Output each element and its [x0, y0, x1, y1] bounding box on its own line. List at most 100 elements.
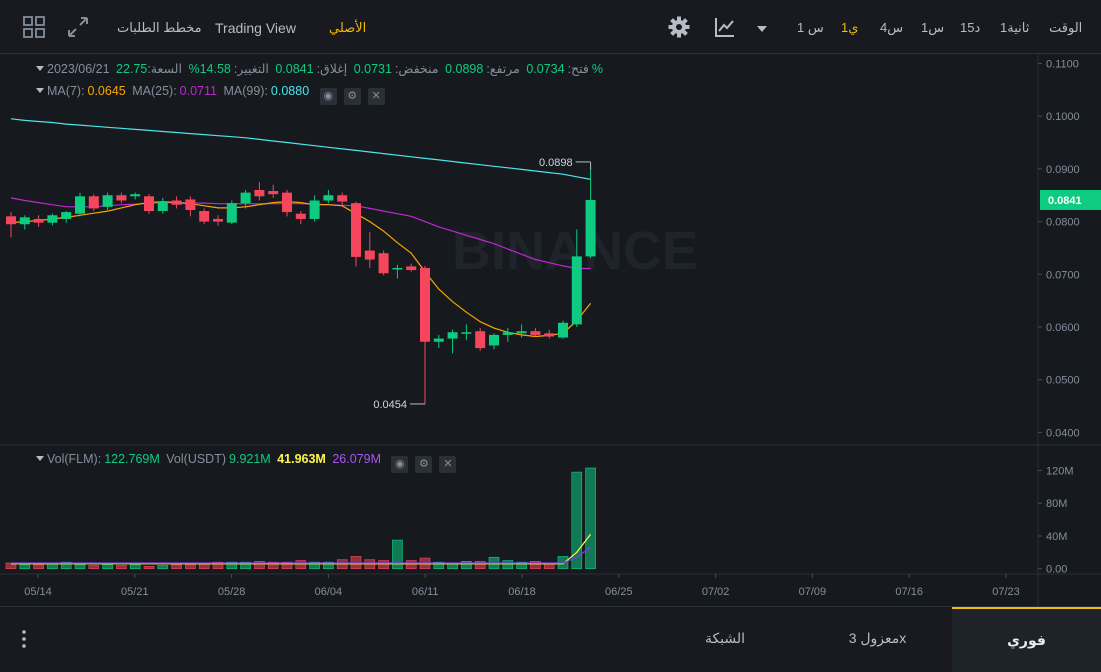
candle-body: [130, 194, 141, 197]
candle-body: [88, 196, 99, 209]
price-tick-label: 0.0800: [1046, 217, 1080, 229]
volume-tick-label: 0.00: [1046, 564, 1067, 576]
volume-info-line: Vol(FLM): 122.769M Vol(USDT) 9.921M 41.963…: [0, 452, 459, 473]
tab-spot[interactable]: فوري: [952, 607, 1101, 672]
candle-body: [282, 192, 292, 213]
vol-usdt-value: 9.921M: [229, 452, 271, 466]
candle-body: [475, 331, 486, 349]
ma7-value: 0.0645: [87, 84, 126, 98]
volume-bar: [74, 564, 86, 570]
interval-1h[interactable]: 1 س: [797, 20, 824, 35]
vol-eye-icon[interactable]: ◉: [391, 456, 409, 473]
candle-body: [185, 199, 196, 210]
price-tick-label: 0.0900: [1046, 164, 1080, 176]
candle-body: [461, 332, 472, 334]
interval-1d[interactable]: 1ي: [841, 20, 859, 35]
view-tradingview[interactable]: Trading View: [215, 20, 296, 36]
volume-bar: [543, 563, 555, 570]
volume-bar: [198, 563, 210, 570]
low-annotation-label: 0.0454: [373, 399, 407, 411]
eye-icon[interactable]: ◉: [319, 88, 337, 105]
volume-bar: [129, 564, 141, 570]
ma25-value: 0.0711: [179, 84, 217, 98]
indicators-icon[interactable]: [713, 15, 737, 39]
more-options-icon[interactable]: [20, 627, 28, 651]
candle-body: [213, 218, 223, 222]
candle-body: [392, 267, 403, 270]
volume-bar: [254, 561, 265, 570]
candle-body: [323, 195, 334, 201]
grid-layout-icon[interactable]: [22, 15, 46, 39]
tab-isolated-margin[interactable]: معزول 3x: [848, 630, 907, 646]
price-chart[interactable]: BINANCE0.04000.05000.06000.07000.08000.0…: [0, 54, 1101, 606]
volume-tick-label: 40M: [1046, 531, 1067, 543]
volume-bar: [585, 467, 596, 570]
bottom-tab-bar: الشبكة معزول 3x فوري: [0, 606, 1101, 672]
chart-type-dropdown-icon[interactable]: [756, 22, 768, 34]
change-label: التغيير:: [233, 62, 269, 76]
candle-body: [144, 196, 154, 212]
close-value: 0.0841: [275, 62, 314, 76]
candle-body: [309, 200, 320, 219]
candle-body: [420, 267, 430, 342]
change-value: 14.58%: [188, 62, 231, 76]
candle-body: [516, 331, 527, 334]
candle-body: [378, 253, 389, 274]
close-icon[interactable]: ✕: [367, 88, 385, 105]
high-value: 0.0898: [445, 62, 484, 76]
settings-gear-icon[interactable]: [667, 15, 691, 39]
view-original[interactable]: الأصلي: [329, 20, 367, 35]
collapse-caret-icon[interactable]: [36, 66, 44, 71]
last-price-label: 0.0841: [1048, 195, 1082, 207]
volume-bar: [309, 561, 320, 570]
ma-collapse-caret-icon[interactable]: [36, 88, 44, 93]
fullscreen-icon[interactable]: [66, 15, 90, 39]
tab-grid[interactable]: الشبكة: [704, 630, 746, 646]
ohlc-info-line: 2023/06/21 فتح:0.0734 مرتفع:0.0898 منخفض…: [0, 61, 606, 76]
candle-body: [226, 203, 237, 223]
time-tick-label: 07/02: [702, 586, 730, 598]
volume-bar: [323, 561, 334, 570]
volume-bar: [295, 560, 307, 570]
price-tick-label: 0.0400: [1046, 427, 1080, 439]
candle-body: [502, 332, 513, 335]
time-tick-label: 05/28: [218, 586, 246, 598]
chart-area[interactable]: BINANCE 0.0400 0.0500 0.0600 0.0700 0.0800 0.0…: [0, 54, 1101, 606]
candle-body: [47, 215, 58, 223]
time-tick-label: 07/16: [895, 586, 923, 598]
price-tick-label: 0.0700: [1046, 269, 1080, 281]
vol-collapse-caret-icon[interactable]: [36, 456, 44, 461]
candle-body: [19, 217, 30, 225]
volume-bar: [378, 560, 389, 570]
volume-bar: [226, 561, 238, 570]
volume-bar: [516, 561, 527, 570]
volume-bar: [240, 561, 251, 570]
interval-1s[interactable]: 1ثانية: [1000, 20, 1030, 35]
ma7-line: [10, 200, 592, 338]
candle-body: [171, 200, 182, 205]
candle-body: [157, 201, 168, 212]
volume-bar: [530, 561, 541, 570]
interval-1hour[interactable]: 1س: [921, 20, 945, 35]
volume-ma2-line: [11, 546, 591, 564]
vol-settings-icon[interactable]: ⚙: [415, 456, 433, 473]
candle-body: [240, 192, 251, 204]
volume-bar: [571, 471, 583, 570]
vol-ma2-value: 26.079M: [332, 452, 381, 466]
view-orderbook-chart[interactable]: مخطط الطلبات: [117, 20, 202, 35]
volume-bar: [502, 560, 514, 570]
vol-close-icon[interactable]: ✕: [439, 456, 457, 473]
candle-body: [295, 213, 306, 219]
vol-flm-label: Vol(FLM):: [47, 452, 102, 466]
settings-icon[interactable]: ⚙: [343, 88, 361, 105]
candle-body: [489, 334, 499, 346]
candle-body: [102, 195, 113, 207]
last-price-tag: [1040, 189, 1101, 210]
interval-15m[interactable]: 15د: [960, 20, 981, 35]
volume-bar: [47, 563, 58, 570]
candle-body: [433, 338, 444, 342]
price-tick-label: 0.1000: [1046, 111, 1080, 123]
interval-4h[interactable]: 4س: [880, 20, 904, 35]
time-tick-label: 06/04: [315, 586, 343, 598]
candle-body: [558, 322, 568, 338]
